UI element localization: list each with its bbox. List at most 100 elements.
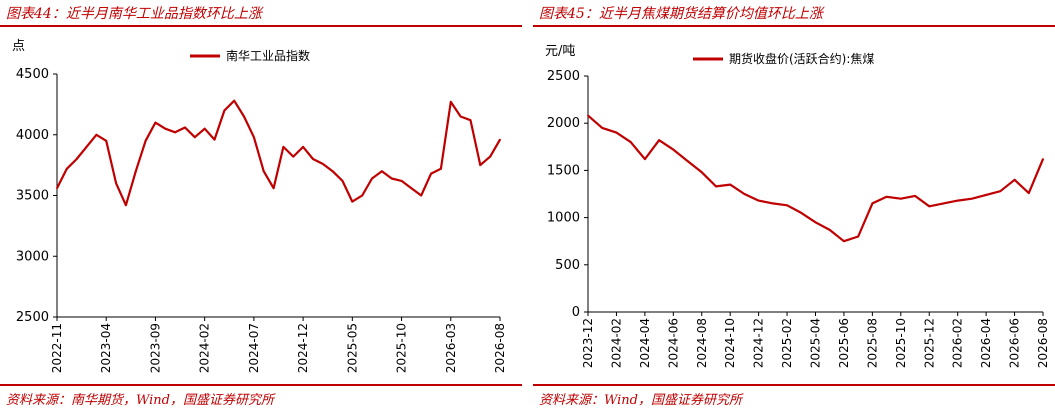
data-point [843, 240, 845, 243]
x-tick-label: 2024-06 [666, 318, 680, 368]
data-point [380, 170, 383, 173]
data-point [321, 163, 324, 165]
x-tick-label: 2024-10 [723, 318, 737, 368]
data-point [928, 205, 931, 208]
data-point [282, 146, 285, 148]
y-axis-label: 元/吨 [545, 44, 575, 59]
data-point [312, 158, 314, 160]
data-point [203, 127, 206, 130]
x-tick-label: 2022-11 [50, 323, 64, 373]
data-point [672, 148, 675, 151]
x-tick-label: 2025-04 [809, 318, 823, 368]
data-point [899, 197, 902, 200]
data-point [1027, 192, 1030, 194]
data-point [105, 139, 108, 142]
data-point [65, 167, 68, 170]
data-point [272, 187, 275, 190]
x-tick-label: 2024-07 [247, 323, 261, 373]
x-tick-label: 2026-08 [493, 323, 507, 373]
x-tick-label: 2024-02 [198, 323, 212, 373]
data-point [410, 187, 413, 190]
y-tick-label: 0 [572, 305, 580, 320]
y-tick-label: 3500 [16, 189, 49, 204]
data-point [341, 180, 344, 182]
data-point [233, 99, 236, 102]
line-chart-coking-coal-futures: 元/吨 0 500 1000 1500 2000 2500 2023-12 2024-02 202… [545, 44, 1050, 368]
data-point [999, 190, 1002, 193]
bottom-rule [0, 384, 522, 386]
line-chart-nanhua-index: 点 2500 3000 3500 4000 4500 2022-11 2023-04 2023-… [12, 39, 507, 373]
data-point [956, 199, 959, 202]
data-point [75, 158, 78, 160]
x-tick-label: 2025-08 [865, 318, 879, 368]
data-point [857, 235, 860, 238]
data-point [184, 126, 186, 129]
chart-title: 图表44：近半月南华工业品指数环比上涨 [6, 6, 262, 22]
y-tick-label: 2500 [547, 69, 580, 84]
x-tick-label: 2023-04 [99, 323, 113, 373]
data-point [985, 194, 988, 196]
chart-panel-right: 图表45：近半月焦煤期货结算价均值环比上涨 元/吨 0 500 1000 1500 200… [533, 0, 1055, 412]
x-tick-label: 2023-09 [148, 323, 162, 373]
data-point [601, 127, 604, 129]
data-point [262, 170, 265, 173]
data-point [814, 221, 817, 224]
data-point [1042, 158, 1044, 160]
data-point [125, 204, 127, 207]
x-tick-label: 2024-12 [296, 323, 310, 373]
data-point [430, 172, 432, 175]
x-tick-label: 2026-04 [979, 318, 993, 368]
chart-source: 资料来源：Wind，国盛证券研究所 [539, 393, 742, 408]
data-point [243, 115, 245, 118]
data-point [174, 131, 177, 134]
x-tick-label: 2025-12 [922, 318, 936, 368]
data-point [193, 136, 196, 139]
x-tick-label: 2026-08 [1036, 318, 1050, 368]
x-tick-label: 2026-03 [444, 323, 458, 373]
data-point [331, 170, 334, 173]
data-point [292, 155, 295, 158]
data-point [361, 194, 364, 197]
x-tick-label: 2023-12 [581, 318, 595, 368]
data-point [134, 170, 137, 173]
chart-source: 资料来源：南华期货，Wind，国盛证券研究所 [6, 393, 274, 408]
y-tick-label: 3000 [16, 249, 49, 264]
data-point [400, 180, 403, 182]
y-tick-label: 500 [555, 258, 580, 273]
data-point [715, 185, 717, 188]
top-rule [533, 25, 1055, 27]
data-point [56, 187, 58, 190]
y-tick-label: 4000 [16, 128, 49, 143]
data-point [164, 127, 167, 130]
data-point [115, 182, 117, 185]
x-tick-label: 2025-05 [345, 323, 359, 373]
data-point [469, 119, 472, 122]
x-tick-label: 2025-10 [894, 318, 908, 368]
y-tick-label: 2000 [547, 116, 580, 131]
top-rule [0, 25, 522, 27]
data-point [351, 200, 354, 203]
data-point [587, 114, 589, 117]
data-point [1013, 178, 1016, 181]
y-tick-label: 1000 [547, 211, 580, 226]
data-point [154, 121, 157, 124]
legend-label: 南华工业品指数 [226, 48, 310, 63]
data-point [479, 164, 482, 167]
data-point [223, 109, 226, 112]
x-tick-label: 2024-04 [638, 318, 652, 368]
x-tick-label: 2024-12 [752, 318, 766, 368]
data-point [371, 177, 373, 180]
y-tick-label: 1500 [547, 163, 580, 178]
x-tick-label: 2026-06 [1008, 318, 1022, 368]
data-point [95, 133, 98, 136]
data-point [729, 183, 732, 186]
x-tick-label: 2025-06 [837, 318, 851, 368]
data-point [629, 141, 632, 143]
chart-title: 图表45：近半月焦煤期货结算价均值环比上涨 [539, 6, 823, 22]
data-point [302, 146, 305, 148]
data-point [914, 194, 916, 197]
data-point [420, 194, 423, 197]
data-point [686, 160, 689, 162]
data-point [871, 202, 874, 205]
data-point [828, 228, 831, 231]
